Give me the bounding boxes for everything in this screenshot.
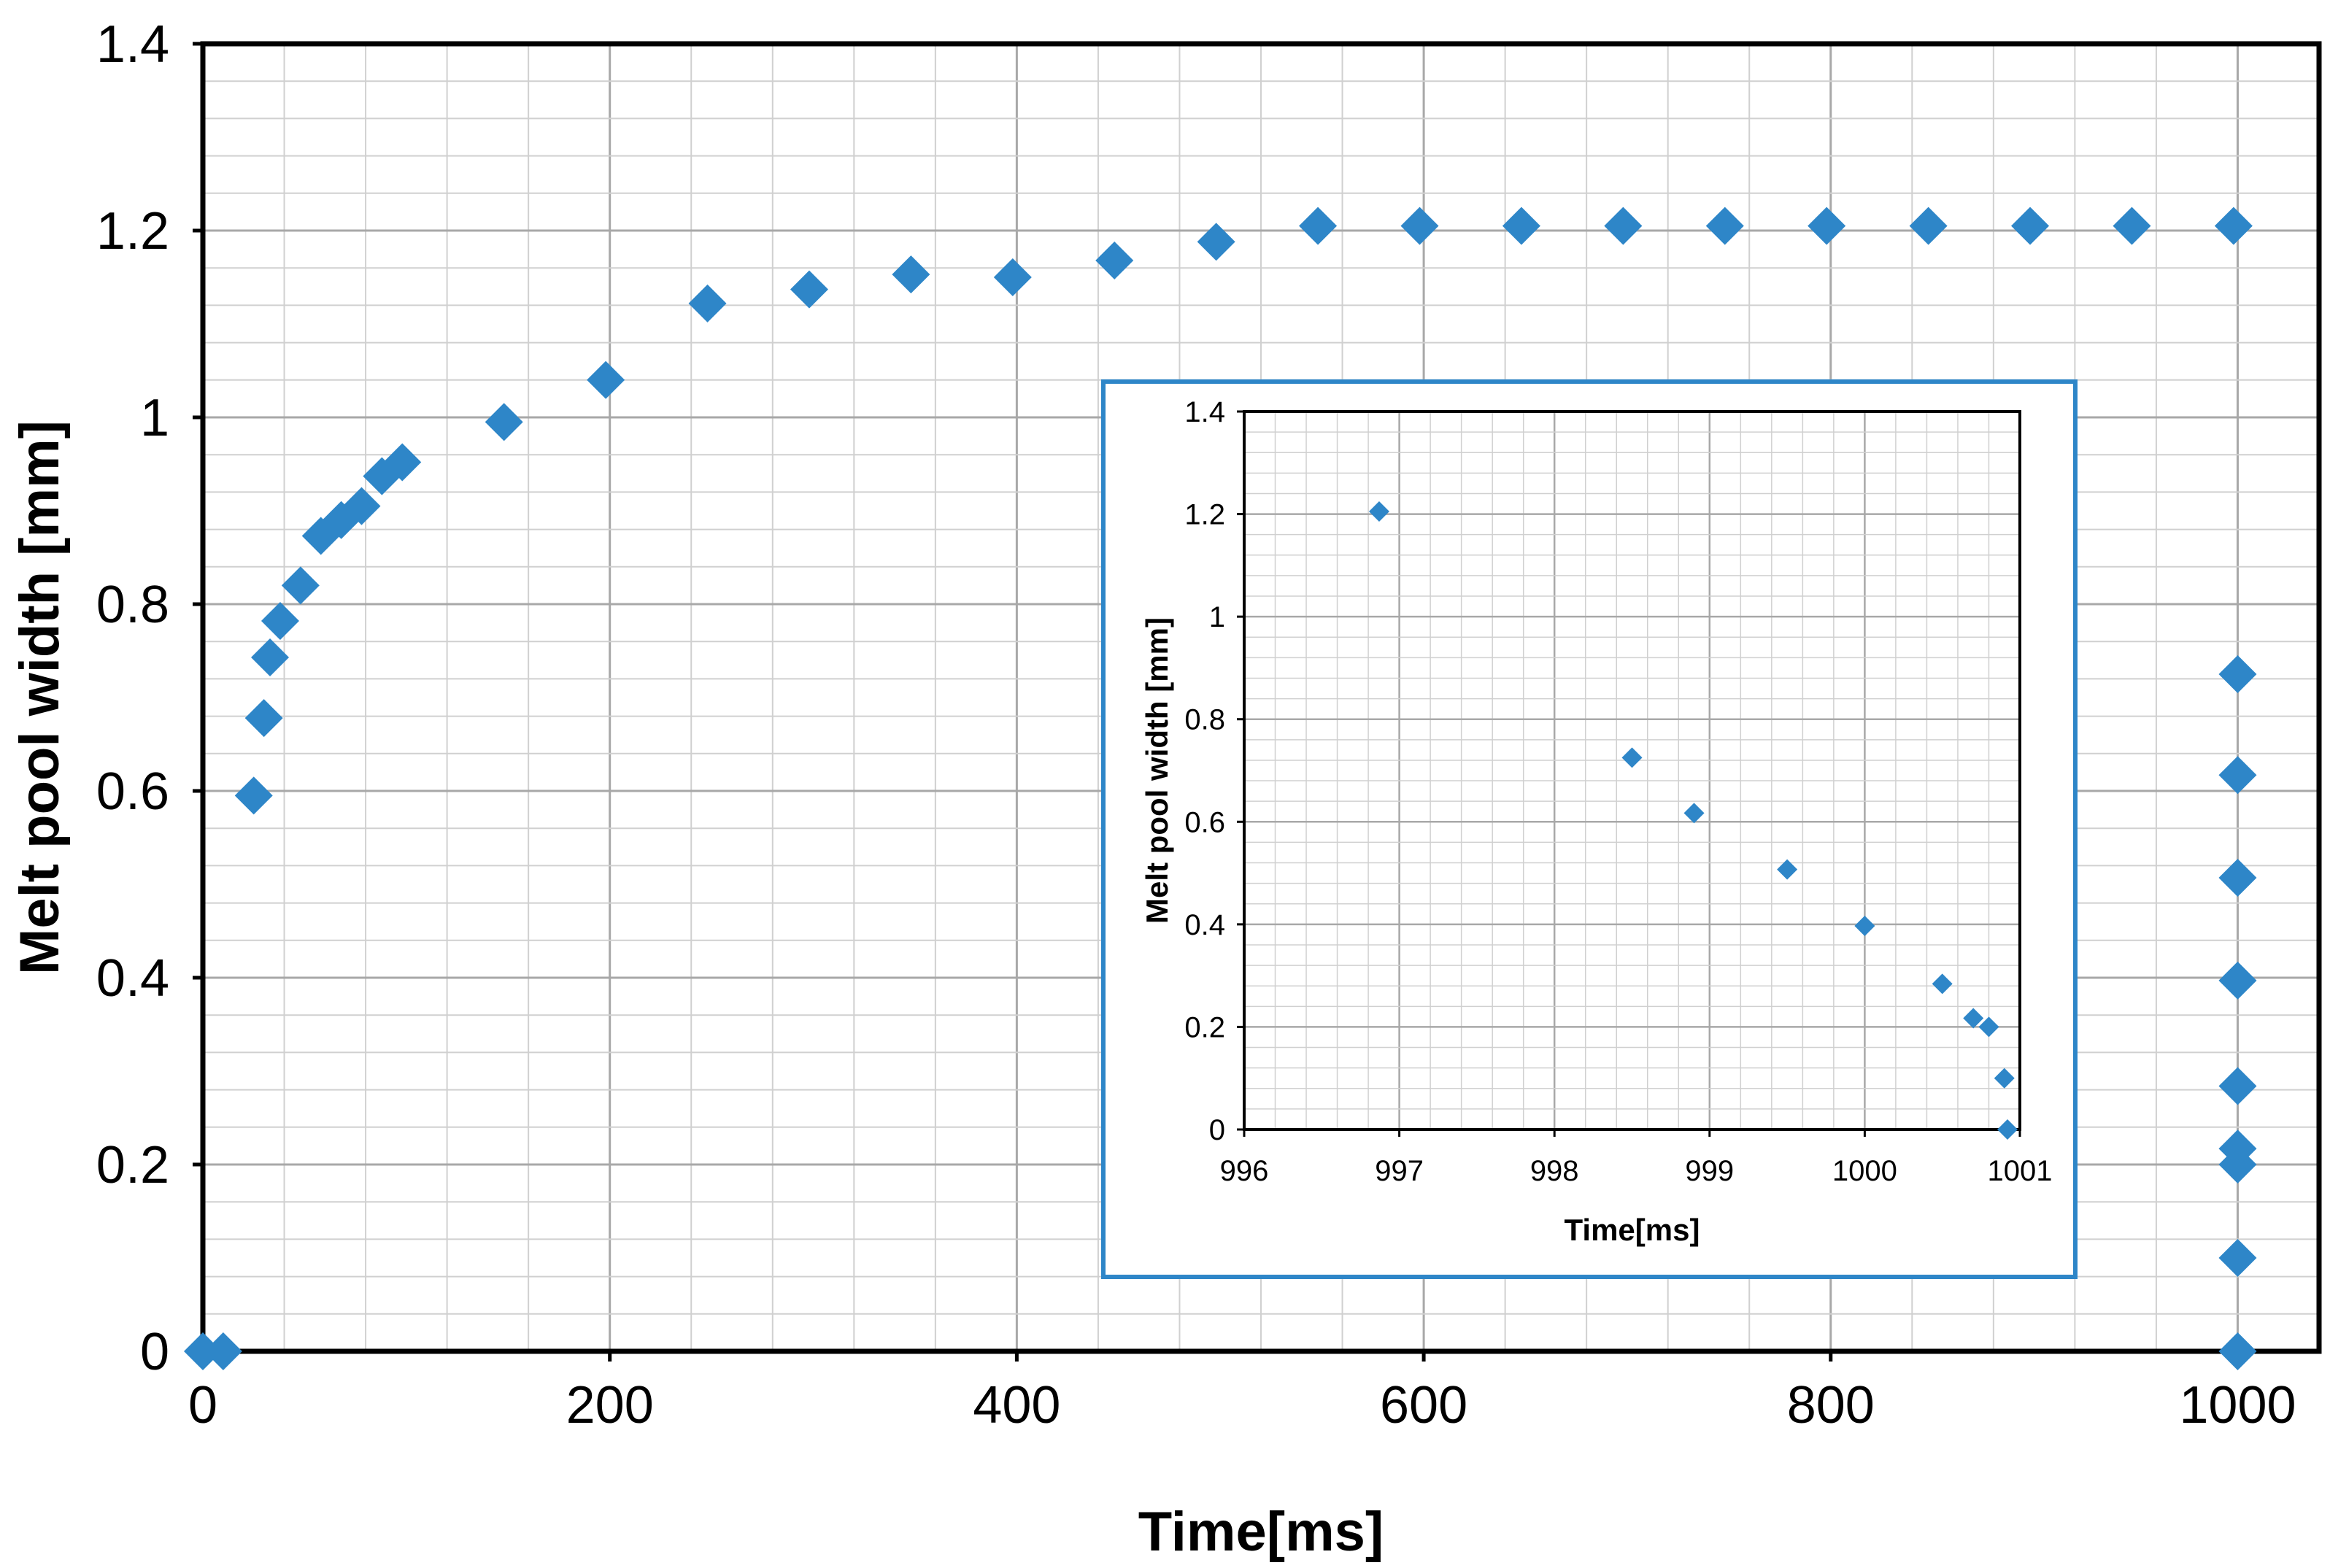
data-point xyxy=(342,487,381,525)
main-plot-frame xyxy=(200,41,2322,1354)
data-point xyxy=(1604,206,1643,245)
data-point xyxy=(1683,803,1705,824)
inset-plot-frame xyxy=(1243,410,2021,1131)
data-point xyxy=(1777,859,1798,880)
x-tick-label: 999 xyxy=(1685,1155,1734,1187)
data-point xyxy=(1400,206,1439,245)
data-point xyxy=(1502,206,1540,245)
y-tick-label: 1.2 xyxy=(96,202,169,260)
data-point xyxy=(2218,1239,2257,1277)
x-tick-label: 1000 xyxy=(2179,1376,2296,1434)
data-point xyxy=(1909,206,1948,245)
y-tick-label: 1.2 xyxy=(1184,499,1225,531)
data-point xyxy=(2218,1146,2257,1183)
data-point xyxy=(184,1332,222,1370)
data-point xyxy=(281,566,320,605)
data-point xyxy=(2218,859,2257,897)
data-point xyxy=(1095,241,1134,279)
data-point xyxy=(1978,1016,1999,1038)
data-point xyxy=(2218,655,2257,693)
data-point xyxy=(790,270,828,309)
x-tick-label: 800 xyxy=(1787,1376,1875,1434)
y-tick-label: 0.6 xyxy=(96,762,169,821)
data-point xyxy=(1963,1008,1984,1029)
data-point xyxy=(2218,1332,2257,1370)
data-point xyxy=(1932,973,1953,995)
data-point xyxy=(993,258,1032,296)
x-tick-label: 200 xyxy=(566,1376,654,1434)
y-tick-label: 1.4 xyxy=(1184,396,1225,428)
x-tick-label: 0 xyxy=(188,1376,217,1434)
data-point xyxy=(2113,206,2151,245)
data-point xyxy=(383,443,422,482)
data-point xyxy=(244,699,283,738)
x-tick-label: 400 xyxy=(973,1376,1060,1434)
inset-plot: 996 997 998 999 1000 1001 0 0.2 0.4 0.6 0.8 1 1.2 1.4… xyxy=(1101,379,2078,1279)
inset-tick-labels: 996 997 998 999 1000 1001 0 0.2 0.4 0.6 0.8 1 1.2 1.4 xyxy=(1184,396,2052,1187)
x-tick-label: 600 xyxy=(1380,1376,1467,1434)
y-tick-label: 0.6 xyxy=(1184,806,1225,838)
inset-border xyxy=(1101,379,2078,1279)
data-point xyxy=(261,602,299,641)
data-point xyxy=(485,403,523,441)
data-point xyxy=(892,255,930,294)
x-tick-label: 1001 xyxy=(1988,1155,2053,1187)
y-tick-label: 0 xyxy=(1209,1114,1225,1146)
data-point xyxy=(204,1332,242,1370)
inset-data-points xyxy=(1368,501,2018,1140)
y-tick-label: 0.4 xyxy=(96,949,169,1008)
y-tick-label: 1.4 xyxy=(96,15,169,74)
data-point xyxy=(1808,206,1846,245)
data-point xyxy=(2218,1067,2257,1105)
data-point xyxy=(1368,501,1389,522)
y-tick-label: 0.2 xyxy=(1184,1011,1225,1043)
data-point xyxy=(1621,747,1643,768)
data-point xyxy=(1994,1067,2015,1089)
x-tick-label: 998 xyxy=(1530,1155,1579,1187)
y-tick-label: 0.4 xyxy=(1184,909,1225,941)
data-point xyxy=(1705,206,1744,245)
data-point xyxy=(1299,206,1338,245)
data-point xyxy=(251,638,290,676)
data-point xyxy=(1197,223,1235,261)
data-point xyxy=(234,776,273,815)
x-tick-label: 997 xyxy=(1375,1155,1424,1187)
y-tick-label: 0.8 xyxy=(96,576,169,634)
y-tick-label: 0.2 xyxy=(96,1136,169,1194)
y-tick-label: 0 xyxy=(140,1323,169,1381)
y-tick-label: 1 xyxy=(140,389,169,447)
data-point xyxy=(2218,961,2257,1000)
x-tick-label: 1000 xyxy=(1832,1155,1897,1187)
data-point xyxy=(2214,206,2253,245)
inset-y-axis-title: Melt pool width [mm] xyxy=(1140,617,1174,924)
main-x-axis-title: Time[ms] xyxy=(1138,1501,1384,1563)
inset-x-axis-title: Time[ms] xyxy=(1565,1213,1700,1247)
data-point xyxy=(2011,206,2050,245)
x-tick-label: 996 xyxy=(1220,1155,1269,1187)
main-data-points xyxy=(184,206,2257,1370)
data-point xyxy=(2218,756,2257,795)
data-point xyxy=(688,284,727,323)
data-point xyxy=(587,360,625,399)
data-point xyxy=(1854,915,1875,936)
y-tick-label: 1 xyxy=(1209,601,1225,633)
main-y-axis-title: Melt pool width [mm] xyxy=(9,420,71,975)
data-point xyxy=(1997,1119,2018,1140)
y-tick-label: 0.8 xyxy=(1184,704,1225,736)
main-tick-labels: 0 200 400 600 800 1000 0 0.2 0.4 0.6 0.8 1 1.2 1.4 xyxy=(96,15,2296,1434)
